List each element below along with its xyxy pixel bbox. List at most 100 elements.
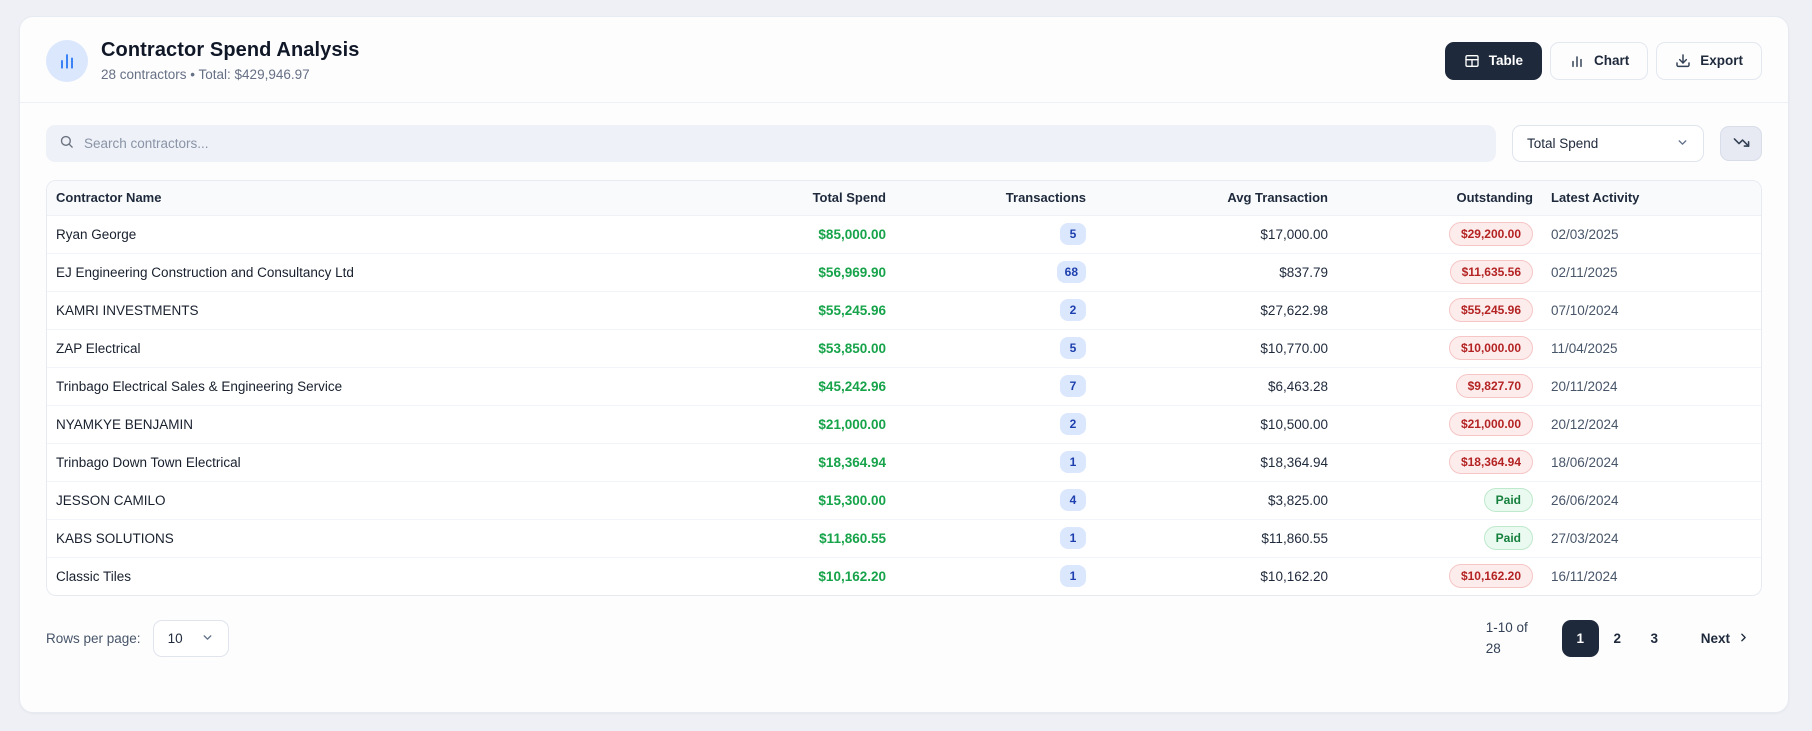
table-row[interactable]: Trinbago Down Town Electrical $18,364.94… (47, 443, 1761, 482)
header-titles: Contractor Spend Analysis 28 contractors… (101, 39, 359, 82)
outstanding-cell: $21,000.00 (1330, 405, 1535, 444)
outstanding-badge: $21,000.00 (1448, 412, 1533, 436)
transactions-cell: 1 (888, 519, 1088, 558)
outstanding-cell: $10,162.20 (1330, 557, 1535, 595)
transactions-badge: 4 (1060, 489, 1086, 511)
total-spend-cell: $10,162.20 (818, 568, 886, 584)
outstanding-badge: $55,245.96 (1448, 298, 1533, 322)
avg-transaction-cell: $27,622.98 (1088, 291, 1330, 330)
contractor-name-cell: ZAP Electrical (47, 329, 728, 368)
table-row[interactable]: NYAMKYE BENJAMIN $21,000.00 2 $10,500.00… (47, 405, 1761, 444)
rows-per-page: Rows per page: 10 (46, 620, 229, 658)
avg-transaction-cell: $17,000.00 (1088, 215, 1330, 254)
next-page-button[interactable]: Next (1689, 620, 1762, 657)
trending-down-icon (1733, 134, 1750, 154)
avg-transaction-cell: $837.79 (1088, 253, 1330, 292)
latest-activity-cell: 11/04/2025 (1535, 329, 1761, 368)
chart-view-button[interactable]: Chart (1549, 41, 1649, 80)
search-input[interactable] (84, 136, 1483, 151)
outstanding-cell: $11,635.56 (1330, 253, 1535, 292)
col-header-outstanding[interactable]: Outstanding (1330, 181, 1535, 216)
toolbar: Total Spend (20, 103, 1788, 180)
table-row[interactable]: EJ Engineering Construction and Consulta… (47, 253, 1761, 292)
outstanding-badge: $11,635.56 (1449, 260, 1533, 284)
table-header-row: Contractor Name Total Spend Transactions… (47, 181, 1761, 216)
table-row[interactable]: ZAP Electrical $53,850.00 5 $10,770.00 $… (47, 329, 1761, 368)
view-toggle-group: Table Chart Export (1444, 41, 1762, 80)
page-button-3[interactable]: 3 (1636, 620, 1673, 657)
table-row[interactable]: KAMRI INVESTMENTS $55,245.96 2 $27,622.9… (47, 291, 1761, 330)
sort-by-select[interactable]: Total Spend (1512, 125, 1704, 162)
table-view-button[interactable]: Table (1444, 41, 1542, 80)
col-header-transactions[interactable]: Transactions (888, 181, 1088, 216)
search-box[interactable] (46, 125, 1496, 162)
table-row[interactable]: JESSON CAMILO $15,300.00 4 $3,825.00 Pai… (47, 481, 1761, 520)
transactions-badge: 1 (1060, 527, 1086, 549)
table-body: Ryan George $85,000.00 5 $17,000.00 $29,… (47, 215, 1761, 595)
total-spend-cell: $85,000.00 (728, 215, 888, 254)
page-subtitle: 28 contractors • Total: $429,946.97 (101, 67, 310, 82)
col-header-contractor-name[interactable]: Contractor Name (47, 181, 728, 216)
chevron-down-icon (1676, 136, 1689, 152)
table-row[interactable]: Trinbago Electrical Sales & Engineering … (47, 367, 1761, 406)
table-row[interactable]: KABS SOLUTIONS $11,860.55 1 $11,860.55 P… (47, 519, 1761, 558)
card-header: Contractor Spend Analysis 28 contractors… (20, 17, 1788, 103)
transactions-badge: 1 (1060, 451, 1086, 473)
total-spend-cell: $11,860.55 (728, 519, 888, 558)
latest-activity-cell: 18/06/2024 (1535, 443, 1761, 482)
avg-transaction-cell: $10,162.20 (1260, 568, 1328, 584)
rows-per-page-label: Rows per page: (46, 631, 141, 647)
sort-direction-button[interactable] (1720, 126, 1762, 161)
outstanding-cell: $9,827.70 (1330, 367, 1535, 406)
total-spend-cell: $53,850.00 (728, 329, 888, 368)
chart-icon (1569, 53, 1585, 69)
next-label: Next (1700, 631, 1730, 647)
chevron-right-icon (1737, 631, 1750, 647)
rows-per-page-value: 10 (167, 631, 183, 647)
table-row[interactable]: Ryan George $85,000.00 5 $17,000.00 $29,… (47, 215, 1761, 254)
col-header-latest-activity[interactable]: Latest Activity (1535, 181, 1761, 216)
avg-transaction-cell: $6,463.28 (1088, 367, 1330, 406)
outstanding-cell: Paid (1330, 519, 1535, 558)
latest-activity-cell: 02/03/2025 (1535, 215, 1761, 254)
col-header-total-spend[interactable]: Total Spend (728, 181, 888, 216)
contractor-name-cell: Classic Tiles (56, 568, 132, 584)
contractor-name-cell: Trinbago Electrical Sales & Engineering … (47, 367, 728, 406)
avg-transaction-cell: $10,770.00 (1088, 329, 1330, 368)
outstanding-badge: $29,200.00 (1448, 222, 1533, 246)
latest-activity-cell: 27/03/2024 (1535, 519, 1761, 558)
outstanding-badge: Paid (1483, 526, 1533, 550)
transactions-badge: 7 (1060, 375, 1086, 397)
page-button-1[interactable]: 1 (1561, 620, 1599, 658)
total-spend-cell: $15,300.00 (728, 481, 888, 520)
outstanding-cell: Paid (1330, 481, 1535, 520)
transactions-cell: 5 (888, 329, 1088, 368)
total-spend-cell: $21,000.00 (728, 405, 888, 444)
sort-by-value: Total Spend (1527, 136, 1599, 151)
col-header-avg-transaction[interactable]: Avg Transaction (1088, 181, 1330, 216)
transactions-cell: 7 (888, 367, 1088, 406)
avg-transaction-cell: $10,500.00 (1088, 405, 1330, 444)
table-row[interactable]: Classic Tiles $10,162.20 1 $10,162.20 $1… (47, 557, 1761, 595)
rows-per-page-select[interactable]: 10 (152, 620, 229, 658)
contractor-spend-card: Contractor Spend Analysis 28 contractors… (19, 16, 1789, 713)
contractor-name-cell: NYAMKYE BENJAMIN (47, 405, 728, 444)
latest-activity-cell: 26/06/2024 (1535, 481, 1761, 520)
transactions-cell: 1 (888, 443, 1088, 482)
transactions-cell: 2 (888, 291, 1088, 330)
page-button-2[interactable]: 2 (1599, 620, 1636, 657)
table-icon (1464, 53, 1480, 69)
latest-activity-cell: 20/11/2024 (1535, 367, 1761, 406)
transactions-badge: 5 (1060, 223, 1086, 245)
chevron-down-icon (201, 631, 214, 647)
transactions-badge: 5 (1060, 337, 1086, 359)
header-left: Contractor Spend Analysis 28 contractors… (46, 39, 359, 82)
export-button[interactable]: Export (1656, 41, 1762, 80)
contractor-name-cell: Ryan George (47, 215, 728, 254)
outstanding-badge: $9,827.70 (1455, 374, 1533, 398)
total-spend-cell: $56,969.90 (728, 253, 888, 292)
avg-transaction-cell: $11,860.55 (1088, 519, 1330, 558)
page-title: Contractor Spend Analysis (101, 39, 360, 61)
